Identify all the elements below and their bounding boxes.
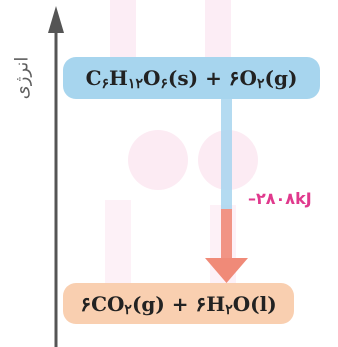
reactant-o2: O [239, 66, 257, 90]
reactant-o2-state: (g) [264, 66, 298, 90]
reactants-level: C ۶ H ۱۲ O ۶ (s) + ۶ O ۲ (g) [63, 57, 320, 99]
product-h2o-coefficient: ۶ [195, 291, 207, 316]
reactant-o-subscript: ۶ [160, 76, 168, 92]
reactant-c: C [85, 66, 102, 90]
reactant-o: O [142, 66, 161, 90]
reactant-h-subscript: ۱۲ [127, 76, 143, 92]
reactant-state-plus: (s) + [167, 66, 229, 90]
product-co: CO [91, 291, 125, 316]
product-co2-subscript: ۲ [124, 301, 132, 318]
product-h2o-subscript: ۲ [225, 301, 233, 318]
reactant-o2-subscript: ۲ [256, 76, 265, 92]
reactant-h: H [109, 66, 128, 90]
product-h: H [206, 291, 226, 316]
down-arrow-icon [205, 258, 248, 283]
product-h2o-state: O(l) [232, 291, 277, 316]
axis-arrowhead-icon [48, 6, 64, 33]
connector-bar [221, 99, 232, 209]
enthalpy-change-label: –۲۸۰۸kJ [248, 189, 312, 208]
arrow-shaft [221, 209, 232, 259]
product-state-plus: (g) + [131, 291, 196, 316]
products-level: ۶ CO ۲ (g) + ۶ H ۲ O(l) [63, 283, 294, 324]
reactant-c-subscript: ۶ [101, 76, 110, 92]
reactant-o2-coefficient: ۶ [228, 66, 240, 90]
product-co2-coefficient: ۶ [80, 291, 92, 316]
